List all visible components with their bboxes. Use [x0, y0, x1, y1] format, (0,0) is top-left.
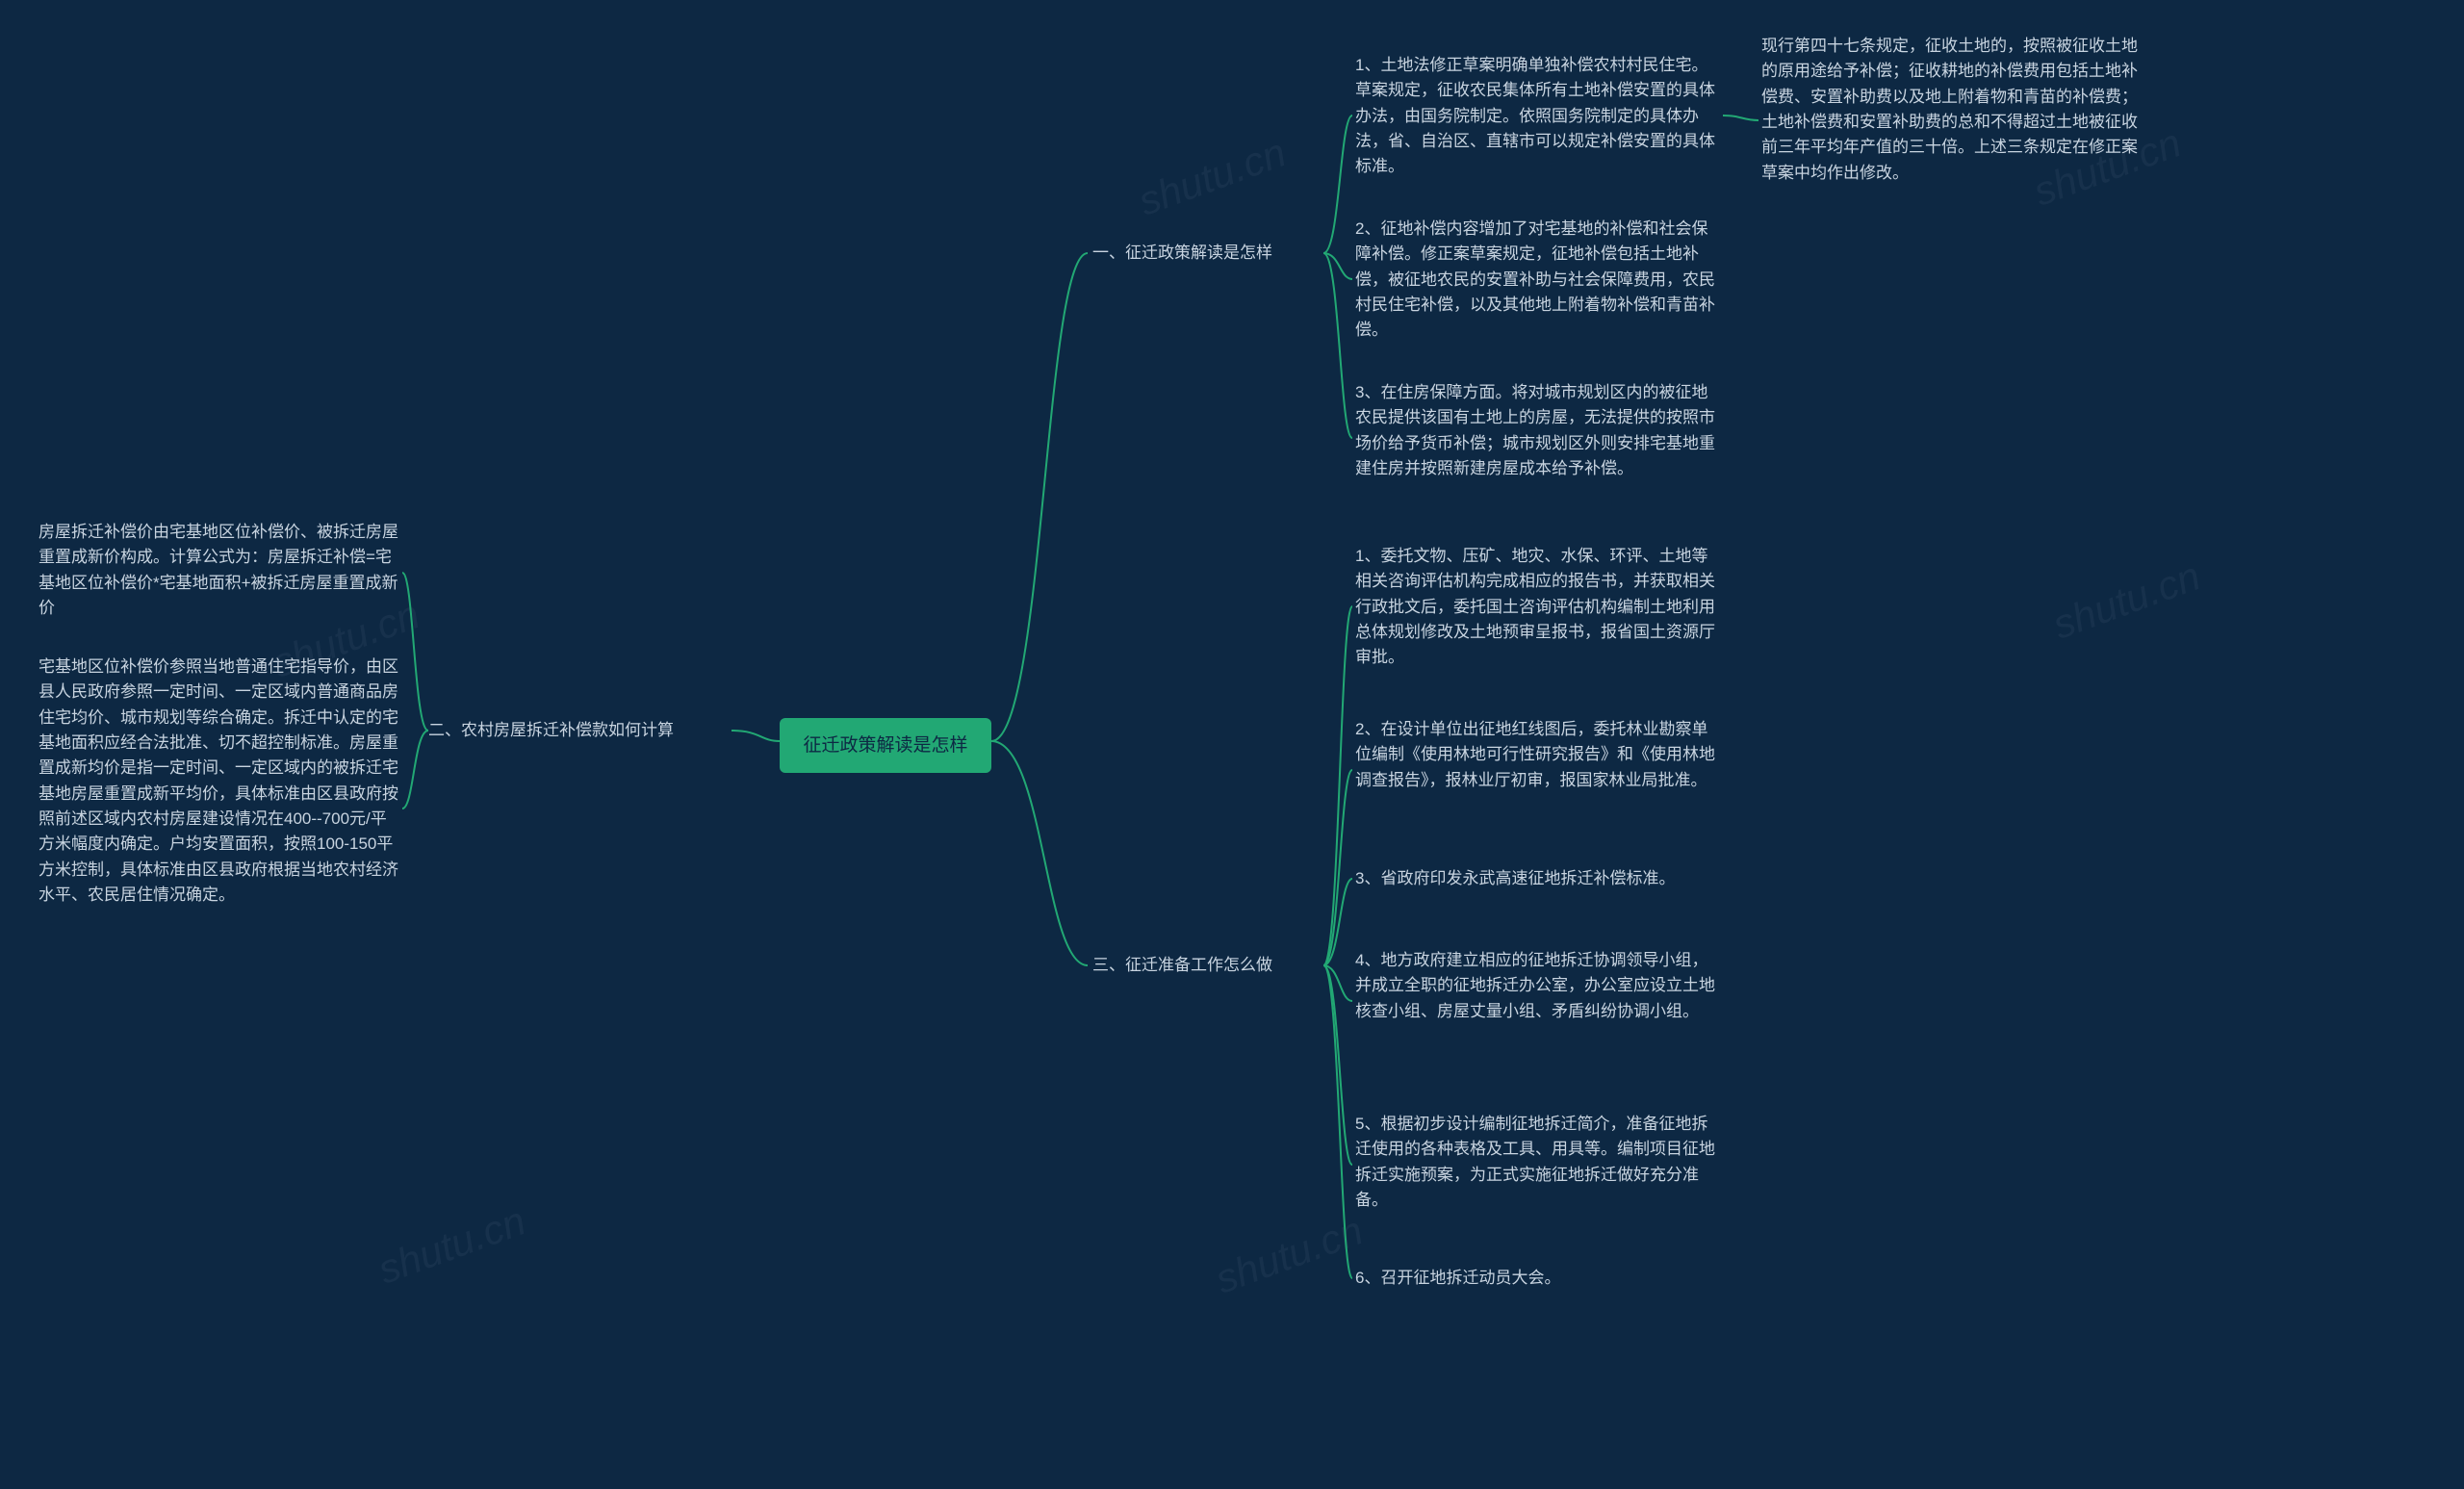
branch-1-child-1[interactable]: 1、土地法修正草案明确单独补偿农村村民住宅。草案规定，征收农民集体所有土地补偿安… [1355, 53, 1721, 180]
branch-1-child-3[interactable]: 3、在住房保障方面。将对城市规划区内的被征地农民提供该国有土地上的房屋，无法提供… [1355, 380, 1721, 481]
branch-3-child-4[interactable]: 4、地方政府建立相应的征地拆迁协调领导小组，并成立全职的征地拆迁办公室，办公室应… [1355, 948, 1721, 1024]
branch-1-child-2[interactable]: 2、征地补偿内容增加了对宅基地的补偿和社会保障补偿。修正案草案规定，征地补偿包括… [1355, 217, 1721, 344]
branch-2[interactable]: 二、农村房屋拆迁补偿款如何计算 [428, 718, 732, 743]
branch-3[interactable]: 三、征迁准备工作怎么做 [1092, 953, 1323, 978]
watermark: shutu.cn [2047, 552, 2207, 648]
branch-2-child-2[interactable]: 宅基地区位补偿价参照当地普通住宅指导价，由区县人民政府参照一定时间、一定区域内普… [38, 655, 399, 908]
watermark: shutu.cn [1210, 1207, 1370, 1302]
branch-3-child-3[interactable]: 3、省政府印发永武高速征地拆迁补偿标准。 [1355, 866, 1721, 891]
branch-3-child-2[interactable]: 2、在设计单位出征地红线图后，委托林业勘察单位编制《使用林地可行性研究报告》和《… [1355, 717, 1721, 793]
mindmap-canvas: shutu.cn shutu.cn shutu.cn shutu.cn shut… [0, 0, 2464, 1489]
branch-3-child-6[interactable]: 6、召开征地拆迁动员大会。 [1355, 1266, 1721, 1291]
branch-3-child-5[interactable]: 5、根据初步设计编制征地拆迁简介，准备征地拆迁使用的各种表格及工具、用具等。编制… [1355, 1112, 1721, 1213]
watermark: shutu.cn [1133, 129, 1293, 224]
watermark: shutu.cn [372, 1197, 532, 1293]
branch-1[interactable]: 一、征迁政策解读是怎样 [1092, 241, 1323, 266]
branch-2-child-1[interactable]: 房屋拆迁补偿价由宅基地区位补偿价、被拆迁房屋重置成新价构成。计算公式为：房屋拆迁… [38, 520, 399, 621]
branch-1-child-1-sub[interactable]: 现行第四十七条规定，征收土地的，按照被征收土地的原用途给予补偿；征收耕地的补偿费… [1761, 34, 2146, 186]
center-node[interactable]: 征迁政策解读是怎样 [780, 718, 991, 773]
branch-3-child-1[interactable]: 1、委托文物、压矿、地灾、水保、环评、土地等相关咨询评估机构完成相应的报告书，并… [1355, 544, 1721, 671]
